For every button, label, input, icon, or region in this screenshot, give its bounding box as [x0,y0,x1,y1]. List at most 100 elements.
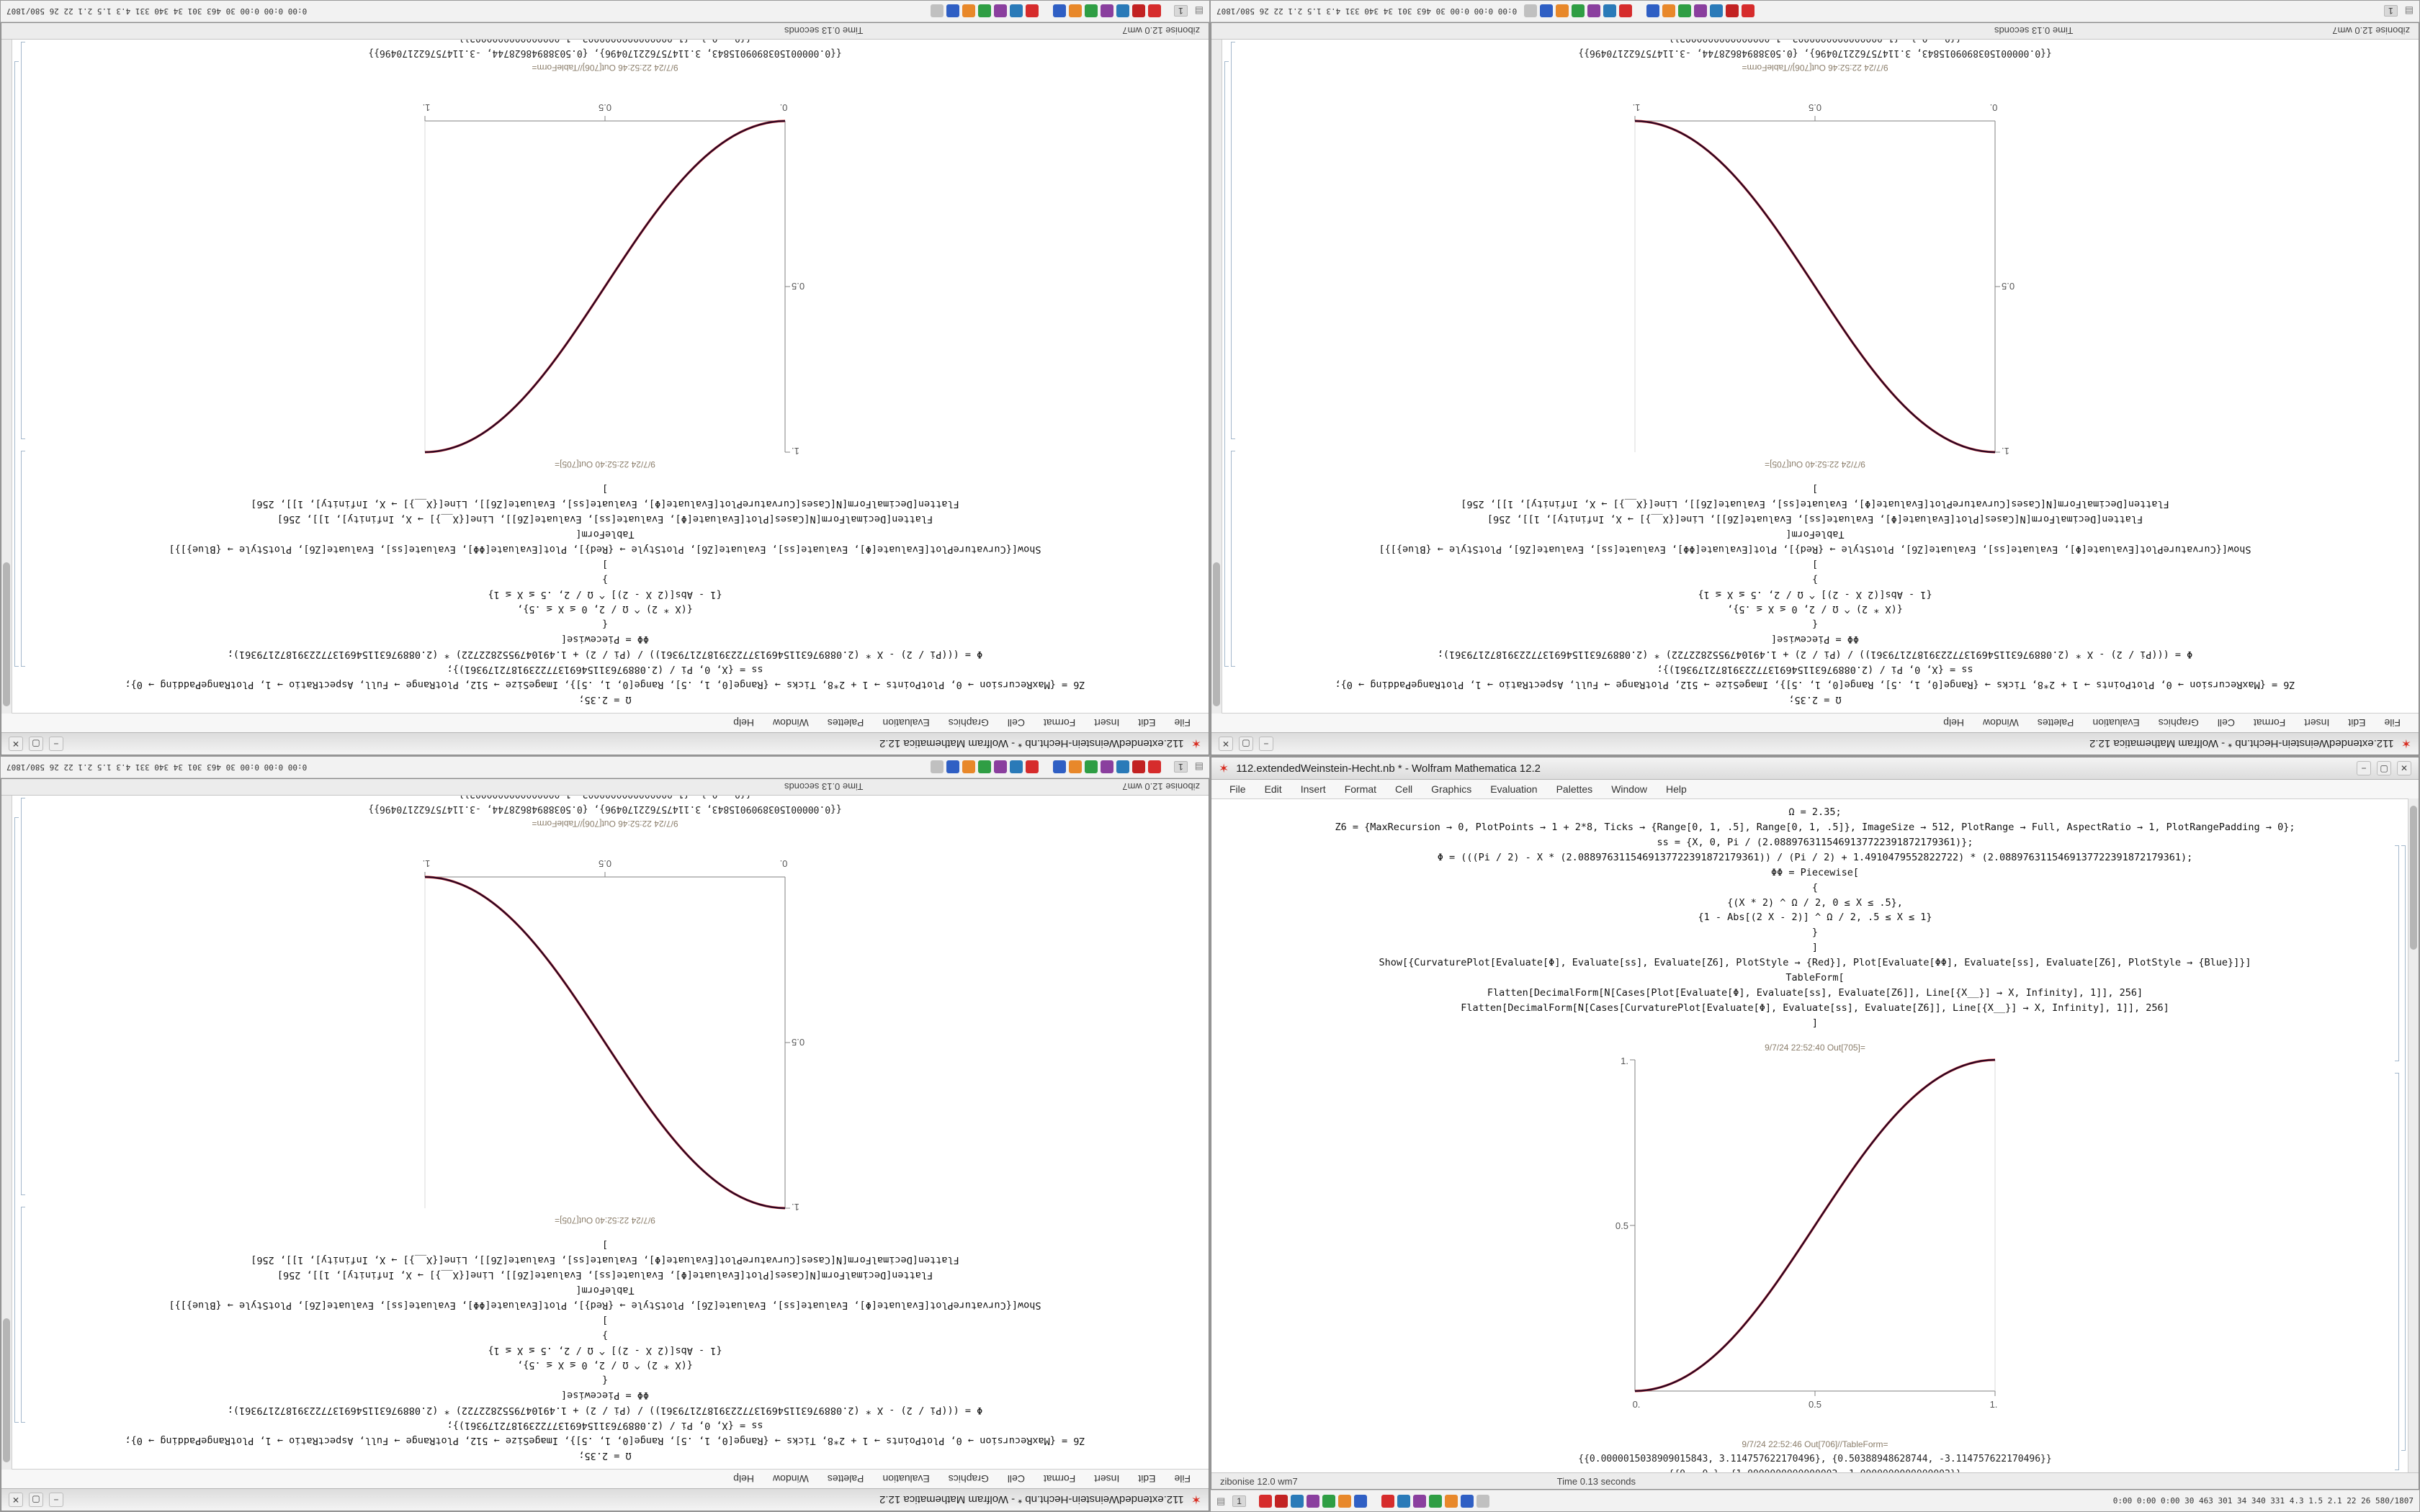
code-line[interactable]: Φ = (((Pi / 2) - X * (2.0889763115469137… [1437,851,2193,863]
code-line[interactable]: } [601,1329,609,1341]
minimize-icon[interactable]: − [49,1493,63,1507]
menu-item[interactable]: Window [1983,717,2019,729]
app-icon-mathematica-2[interactable] [1132,4,1146,18]
app-icon-orange[interactable] [1337,1494,1351,1508]
app-icon-green[interactable] [1678,4,1692,18]
menu-item[interactable]: Graphics [948,717,989,729]
menu-item[interactable]: Evaluation [882,1473,930,1485]
code-line[interactable]: } [1811,573,1819,585]
app-icon-darkblue[interactable] [1646,4,1660,18]
menu-item[interactable]: Insert [1094,717,1120,729]
code-line[interactable]: Show[{CurvaturePlot[Evaluate[Φ], Evaluat… [169,543,1041,555]
code-line[interactable]: ss = {X, 0, Pi / (2.08897631154691377223… [447,1420,763,1432]
cell-bracket[interactable] [1231,42,1235,439]
code-line[interactable]: { [1811,881,1819,894]
app-icon-orange-2[interactable] [962,760,976,774]
app-icon-blue-2[interactable] [1010,4,1023,18]
app-icon-green-2[interactable] [1428,1494,1442,1508]
app-icon-green-2[interactable] [978,760,992,774]
code-line[interactable]: { [1811,618,1819,631]
code-line[interactable]: Flatten[DecimalForm[N[Cases[Plot[Evaluat… [277,1269,933,1281]
code-line[interactable]: Flatten[DecimalForm[N[Cases[Plot[Evaluat… [1487,987,2143,999]
app-icon-blue[interactable] [1710,4,1724,18]
app-icon-red[interactable] [1381,1494,1394,1508]
window-titlebar[interactable]: ✶ 112.extendedWeinstein-Hecht.nb * - Wol… [1211,732,2419,755]
app-icon-darkblue-2[interactable] [946,4,960,18]
menu-item[interactable]: Cell [1395,783,1413,795]
menu-item[interactable]: File [1174,1473,1191,1485]
taskbar-menu-icon[interactable]: ▤ [1216,1495,1226,1506]
code-line[interactable]: Show[{CurvaturePlot[Evaluate[Φ], Evaluat… [169,1299,1041,1311]
app-icon-purple[interactable] [1101,4,1114,18]
menu-item[interactable]: Graphics [2158,717,2199,729]
code-line[interactable]: Z6 = {MaxRecursion → 0, PlotPoints → 1 +… [125,679,1085,691]
code-line[interactable]: ] [601,1314,609,1326]
menu-item[interactable]: File [2384,717,2401,729]
menu-item[interactable]: Edit [2348,717,2366,729]
input-cell[interactable]: Ω = 2.35; Z6 = {MaxRecursion → 0, PlotPoi… [1211,481,2419,707]
code-line[interactable]: ss = {X, 0, Pi / (2.08897631154691377223… [1657,836,1973,848]
app-icon-green-2[interactable] [978,4,992,18]
app-icon-green-2[interactable] [1572,4,1585,18]
code-line[interactable]: ] [1811,483,1819,495]
code-line[interactable]: ΦΦ = Piecewise[ [1771,634,1859,646]
code-line[interactable]: {(X * 2) ^ Ω / 2, 0 ≤ X ≤ .5}, [517,1359,693,1372]
cell-bracket[interactable] [21,798,25,1195]
app-icon-green[interactable] [1085,760,1098,774]
code-line[interactable]: ] [1811,558,1819,570]
app-icon-mathematica[interactable] [1742,4,1755,18]
code-line[interactable]: Flatten[DecimalForm[N[Cases[Plot[Evaluat… [277,513,933,525]
code-line[interactable]: {1 - Abs[(2 X - 2)] ^ Ω / 2, .5 ≤ X ≤ 1} [1698,588,1932,600]
workspace-label[interactable]: 1 [2384,5,2398,17]
app-icon-purple-2[interactable] [1412,1494,1426,1508]
window-titlebar[interactable]: ✶ 112.extendedWeinstein-Hecht.nb * - Wol… [1,732,1209,755]
cell-bracket[interactable] [2401,845,2406,1451]
app-icon-mathematica[interactable] [1258,1494,1272,1508]
code-line[interactable]: TableForm[ [575,528,635,540]
workspace-label[interactable]: 1 [1174,5,1188,17]
code-line[interactable]: Show[{CurvaturePlot[Evaluate[Φ], Evaluat… [1379,957,2251,969]
maximize-icon[interactable]: ▢ [29,1493,43,1507]
app-icon-grey[interactable] [1524,4,1538,18]
code-line[interactable]: ] [1811,942,1819,954]
app-icon-orange-2[interactable] [1556,4,1569,18]
app-icon-darkblue[interactable] [1353,1494,1367,1508]
vertical-scrollbar[interactable] [2408,798,2419,1472]
app-icon-blue[interactable] [1116,4,1130,18]
close-icon[interactable]: ✕ [9,737,23,751]
menu-item[interactable]: Edit [1138,1473,1156,1485]
app-icon-orange-2[interactable] [1444,1494,1458,1508]
vertical-scrollbar[interactable] [1,40,12,714]
code-line[interactable]: {(X * 2) ^ Ω / 2, 0 ≤ X ≤ .5}, [517,603,693,616]
app-icon-darkblue[interactable] [1053,4,1067,18]
minimize-icon[interactable]: − [49,737,63,751]
cell-bracket[interactable] [21,1207,25,1423]
scrollbar-thumb[interactable] [1213,562,1220,706]
menu-item[interactable]: Window [773,1473,809,1485]
app-icon-purple-2[interactable] [1587,4,1601,18]
menu-item[interactable]: Help [1943,717,1965,729]
app-icon-purple[interactable] [1101,760,1114,774]
app-icon-blue-2[interactable] [1603,4,1617,18]
app-icon-darkblue[interactable] [1053,760,1067,774]
app-icon-purple[interactable] [1306,1494,1319,1508]
menu-item[interactable]: Edit [1264,783,1282,795]
menu-item[interactable]: Help [1665,783,1687,795]
menu-item[interactable]: Format [1043,717,1076,729]
menu-item[interactable]: Cell [1007,1473,1025,1485]
app-icon-grey[interactable] [931,760,944,774]
app-icon-mathematica-2[interactable] [1132,760,1146,774]
code-line[interactable]: { [601,618,609,631]
menu-item[interactable]: Palettes [2037,717,2074,729]
minimize-icon[interactable]: − [2357,761,2371,775]
app-icon-orange[interactable] [1662,4,1676,18]
app-icon-red[interactable] [1026,760,1039,774]
app-icon-mathematica[interactable] [1148,760,1162,774]
app-icon-grey[interactable] [931,4,944,18]
code-line[interactable]: TableForm[ [1785,972,1845,984]
menu-item[interactable]: Evaluation [2092,717,2140,729]
code-line[interactable]: Flatten[DecimalForm[N[Cases[CurvaturePlo… [1461,498,2169,510]
menu-item[interactable]: Format [1043,1473,1076,1485]
code-line[interactable]: Z6 = {MaxRecursion → 0, PlotPoints → 1 +… [1335,679,2295,691]
maximize-icon[interactable]: ▢ [29,737,43,751]
